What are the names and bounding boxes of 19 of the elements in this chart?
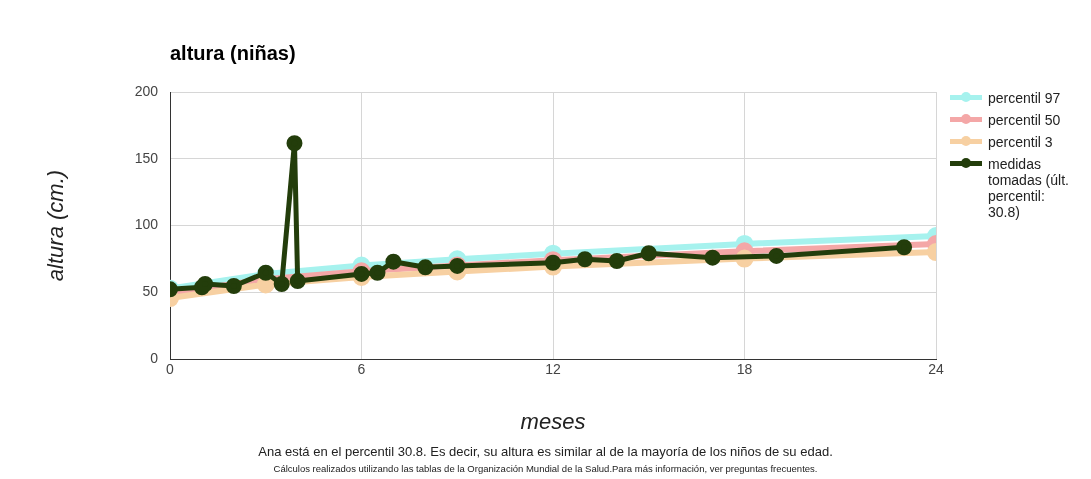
legend-label: medidas tomadas (últ. percentil: 30.8)	[988, 156, 1070, 220]
x-tick-label: 24	[928, 361, 944, 378]
y-tick-label: 200	[134, 82, 159, 99]
legend-label: percentil 97	[988, 90, 1061, 106]
x-tick-label: 6	[357, 361, 366, 378]
text: Cálculos realizados utilizando las tablas de la Organización Mundial de la Salud.Para más información, ver preguntas frecuentes.	[272, 463, 819, 474]
y-tick-label: 50	[142, 283, 159, 300]
y-axis-title: altura (cm.)	[43, 169, 69, 282]
x-tick-label: 18	[736, 361, 753, 378]
y-tick-label: 150	[134, 149, 159, 166]
x-tick-label: 0	[166, 361, 175, 378]
text: Ana está en el percentil 30.8. Es decir, su altura es similar al de la mayoría de los niños de su edad.	[257, 444, 834, 459]
y-tick-label: 0	[150, 349, 159, 366]
x-axis-title: meses	[520, 408, 586, 434]
legend-label: percentil 3	[988, 134, 1053, 150]
legend-label: percentil 50	[988, 112, 1061, 128]
x-tick-label: 12	[545, 361, 561, 378]
chart-title: altura (niñas)	[170, 42, 296, 65]
y-tick-label: 100	[134, 216, 159, 233]
